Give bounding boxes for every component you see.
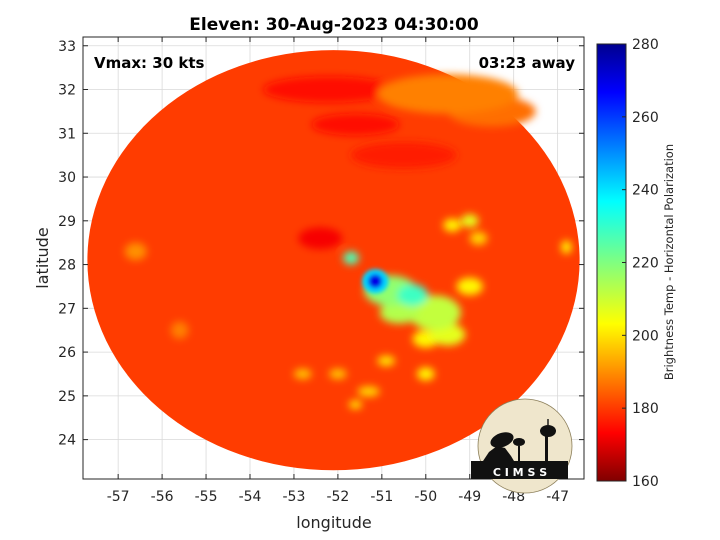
y-tick-label-3: 27 <box>58 301 76 317</box>
y-tick-label-2: 26 <box>58 345 76 361</box>
vmax-annotation: Vmax: 30 kts <box>94 54 204 72</box>
x-tick-label-10: -47 <box>546 489 569 505</box>
feature-2 <box>311 113 400 136</box>
feature-13 <box>348 400 363 409</box>
colorbar-tick-label-0: 160 <box>632 474 659 490</box>
feature-3 <box>351 142 457 169</box>
feature-5 <box>170 321 189 339</box>
x-axis-label: longitude <box>296 513 371 532</box>
feature-20 <box>460 214 479 228</box>
x-tick-label-5: -52 <box>326 489 349 505</box>
feature-18 <box>561 240 572 254</box>
feature-6 <box>377 74 519 114</box>
x-tick-label-3: -54 <box>239 489 262 505</box>
plot-border <box>82 36 585 480</box>
y-axis-ticks: 24 25 26 27 28 29 30 31 32 33 <box>58 39 584 449</box>
swath-layer <box>87 50 580 471</box>
feature-8 <box>293 368 312 380</box>
y-tick-label-0: 24 <box>58 433 76 449</box>
x-tick-label-7: -50 <box>414 489 437 505</box>
colorbar-tick-label-1: 180 <box>632 401 659 417</box>
feature-25 <box>397 284 428 307</box>
chart-title: Eleven: 30-Aug-2023 04:30:00 <box>189 15 479 35</box>
x-tick-label-6: -51 <box>370 489 393 505</box>
colorbar-ticks: 160 180 200 220 240 260 280 <box>622 37 659 490</box>
colorbar-tick-label-6: 280 <box>632 37 659 53</box>
feature-12 <box>377 355 396 367</box>
x-tick-label-4: -53 <box>283 489 306 505</box>
y-tick-label-4: 28 <box>58 258 76 274</box>
feature-16 <box>456 277 483 296</box>
colorbar-tick-label-4: 240 <box>632 183 659 199</box>
y-axis-label: latitude <box>33 227 52 288</box>
feature-1 <box>263 76 396 103</box>
features-core-layer <box>362 268 389 294</box>
y-tick-label-1: 25 <box>58 389 76 405</box>
x-axis-ticks: -57 -56 -55 -54 -53 -52 -51 -50 -49 -48 -47 <box>107 37 569 505</box>
x-tick-label-8: -49 <box>458 489 481 505</box>
colorbar-tick-label-5: 260 <box>632 110 659 126</box>
feature-10 <box>469 231 488 245</box>
feature-15 <box>443 218 461 232</box>
cimss-logo: C I M S S <box>471 398 573 494</box>
time-away-annotation: 03:23 away <box>479 54 576 72</box>
feature-17 <box>417 367 435 381</box>
y-tick-label-5: 29 <box>58 214 76 230</box>
feature-7 <box>124 242 147 261</box>
y-tick-label-9: 33 <box>58 39 76 55</box>
logo-band <box>471 461 568 479</box>
feature-24 <box>343 251 359 265</box>
feature-22 <box>379 301 420 324</box>
feature-0 <box>298 227 343 250</box>
colorbar-tick-label-2: 200 <box>632 328 659 344</box>
x-tick-label-2: -55 <box>195 489 218 505</box>
features-layer <box>124 74 572 409</box>
feature-9 <box>329 368 347 380</box>
colorbar-tick-label-3: 220 <box>632 256 659 272</box>
x-tick-label-1: -56 <box>151 489 174 505</box>
y-tick-label-7: 31 <box>58 126 76 142</box>
colorbar <box>596 43 627 482</box>
logo-text: C I M S S <box>493 466 547 479</box>
colorbar-label: Brightness Temp - Horizontal Polarizatio… <box>662 144 676 380</box>
x-tick-label-0: -57 <box>107 489 130 505</box>
y-tick-label-6: 30 <box>58 170 76 186</box>
feature-27 <box>368 274 383 289</box>
y-tick-label-8: 32 <box>58 83 76 99</box>
swath-disk <box>87 50 580 471</box>
feature-11 <box>357 386 380 397</box>
